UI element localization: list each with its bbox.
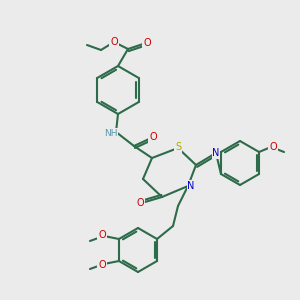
Text: O: O — [269, 142, 277, 152]
Text: O: O — [98, 230, 106, 240]
Text: O: O — [136, 198, 144, 208]
Text: N: N — [212, 148, 220, 158]
Text: N: N — [187, 181, 195, 191]
Text: O: O — [110, 37, 118, 47]
Text: NH: NH — [104, 128, 118, 137]
Text: O: O — [143, 38, 151, 48]
Text: S: S — [175, 142, 181, 152]
Text: O: O — [98, 260, 106, 270]
Text: O: O — [149, 132, 157, 142]
